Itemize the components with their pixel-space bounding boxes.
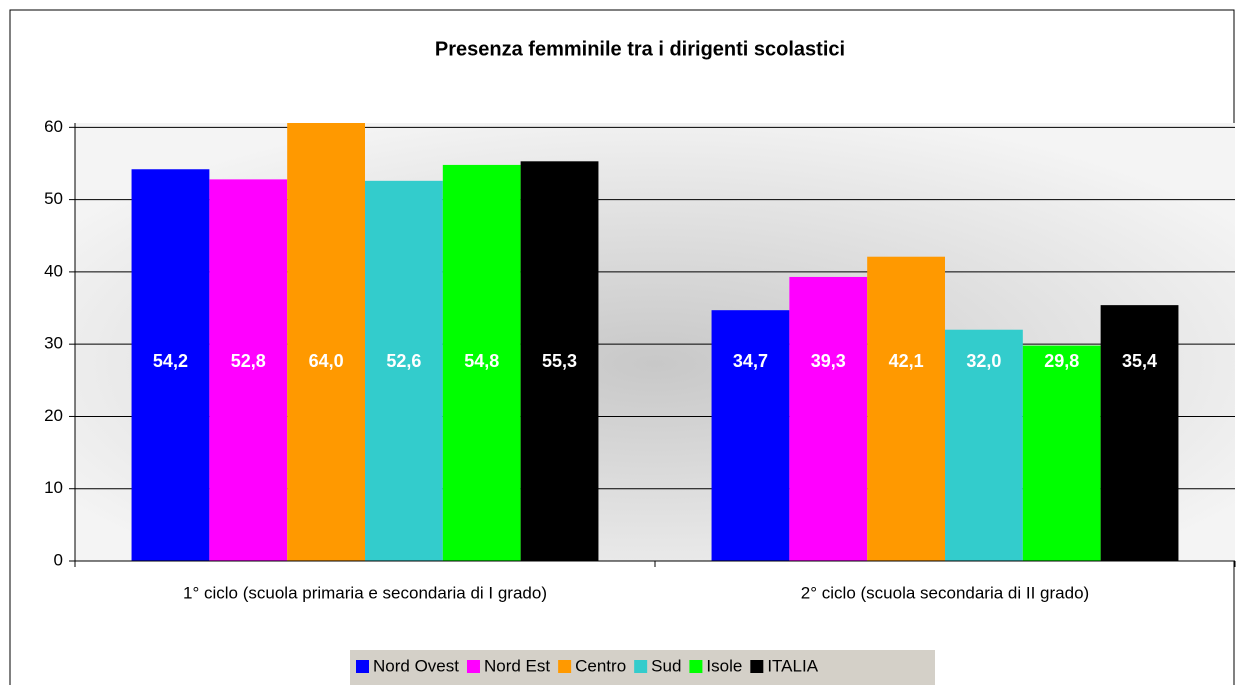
legend-swatch xyxy=(466,660,480,673)
bar xyxy=(789,276,868,561)
legend-swatch xyxy=(689,660,703,673)
value-label: 42,1 xyxy=(889,351,924,371)
y-tick-label: 0 xyxy=(54,550,63,569)
y-tick-label: 40 xyxy=(44,261,63,280)
y-tick-label: 10 xyxy=(44,478,63,497)
legend: Nord Ovest Nord Est Centro Sud Isole ITALIA xyxy=(356,656,819,675)
y-tick-label: 50 xyxy=(44,189,63,208)
value-label: 54,2 xyxy=(153,351,188,371)
legend-label: Nord Ovest xyxy=(373,656,459,675)
bar xyxy=(209,179,288,561)
legend-swatch xyxy=(634,660,648,673)
value-label: 55,3 xyxy=(542,351,577,371)
legend-swatch xyxy=(356,660,369,673)
x-tick-label: 1° ciclo (scuola primaria e secondaria d… xyxy=(183,583,547,602)
bar xyxy=(442,164,521,561)
legend-label: Isole xyxy=(706,656,742,675)
value-label: 32,0 xyxy=(966,351,1001,371)
bar xyxy=(1100,305,1179,561)
axes: 0 10 20 30 40 50 60 1° ciclo (scuola primaria e… xyxy=(44,117,1236,602)
bar xyxy=(867,256,945,561)
legend-label: Nord Est xyxy=(484,656,550,675)
value-label: 35,4 xyxy=(1122,351,1157,371)
value-label: 39,3 xyxy=(811,351,846,371)
y-tick-label: 20 xyxy=(44,406,63,425)
bar xyxy=(365,180,443,561)
legend-swatch xyxy=(750,660,764,673)
value-label: 64,0 xyxy=(309,351,344,371)
bar xyxy=(945,329,1023,561)
bar xyxy=(287,123,365,561)
value-label: 54,8 xyxy=(464,351,499,371)
chart-title: Presenza femminile tra i dirigenti scola… xyxy=(435,38,845,60)
legend-label: Centro xyxy=(575,656,626,675)
legend-label: ITALIA xyxy=(767,656,818,675)
bars xyxy=(131,123,1179,561)
value-label: 34,7 xyxy=(733,351,768,371)
y-tick-label: 60 xyxy=(44,117,63,136)
bar xyxy=(131,169,210,561)
value-label: 52,8 xyxy=(231,351,266,371)
legend-swatch xyxy=(558,660,572,673)
bar xyxy=(1022,345,1101,561)
value-label: 29,8 xyxy=(1044,351,1079,371)
value-label: 52,6 xyxy=(386,351,421,371)
y-tick-label: 30 xyxy=(44,334,63,353)
x-tick-label: 2° ciclo (scuola secondaria di II grado) xyxy=(801,583,1089,602)
legend-label: Sud xyxy=(651,656,681,675)
bar xyxy=(520,161,599,561)
bar xyxy=(711,310,790,561)
